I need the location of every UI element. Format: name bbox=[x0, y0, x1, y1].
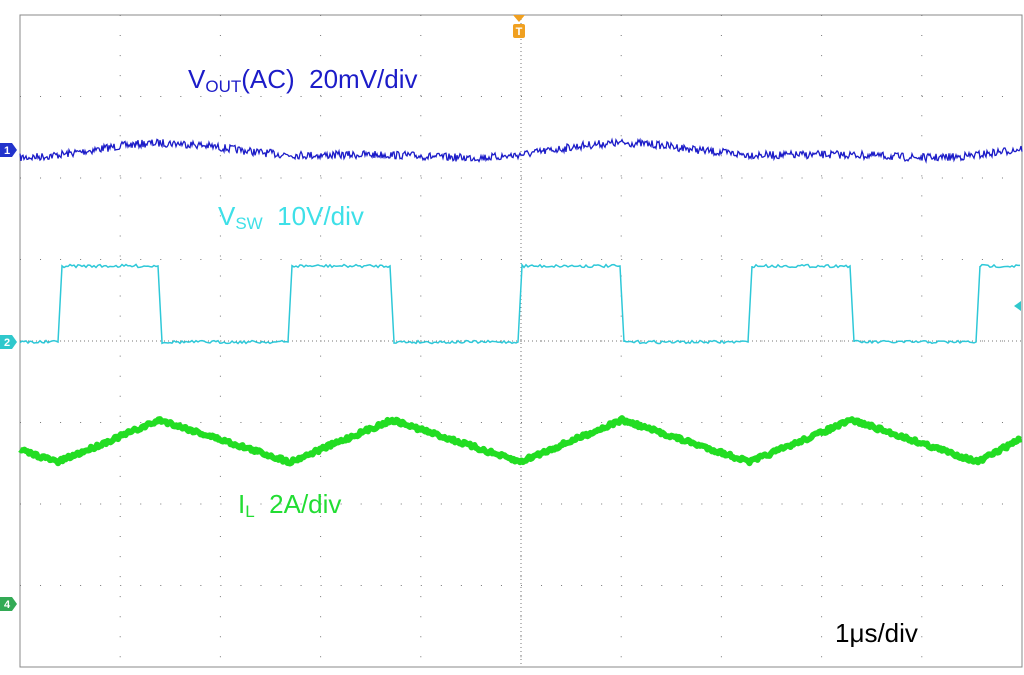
label-sub: L bbox=[245, 502, 254, 521]
il-trace bbox=[18, 415, 1023, 467]
vout-label: VOUT(AC) 20mV/div bbox=[188, 64, 418, 96]
label-main: V bbox=[218, 201, 236, 231]
label-main: I bbox=[238, 489, 245, 519]
ch2-level-arrow bbox=[1014, 301, 1021, 311]
ch4-marker: 4 bbox=[4, 599, 11, 611]
vsw-label: VSW 10V/div bbox=[218, 201, 364, 233]
trigger-arrow bbox=[513, 15, 525, 22]
label-rest: 2A/div bbox=[255, 489, 342, 519]
label-rest: 10V/div bbox=[263, 201, 364, 231]
ch4-tag bbox=[0, 597, 17, 611]
ch2-marker: 2 bbox=[4, 337, 10, 349]
vout-trace bbox=[19, 137, 1023, 164]
label-sub: SW bbox=[235, 214, 262, 233]
ch2-tag bbox=[0, 335, 17, 349]
ch1-tag bbox=[0, 143, 17, 157]
timebase-label: 1μs/div bbox=[835, 618, 918, 648]
il-label: IL 2A/div bbox=[238, 489, 341, 521]
trigger-marker: T bbox=[516, 26, 523, 38]
label-sub: OUT bbox=[205, 77, 241, 96]
grid bbox=[20, 15, 1022, 667]
label-main: V bbox=[188, 64, 206, 94]
traces bbox=[18, 137, 1023, 467]
vsw-trace bbox=[19, 262, 1020, 345]
trigger-tag bbox=[513, 24, 525, 38]
ch1-marker: 1 bbox=[4, 145, 10, 157]
label-rest: (AC) 20mV/div bbox=[241, 64, 417, 94]
